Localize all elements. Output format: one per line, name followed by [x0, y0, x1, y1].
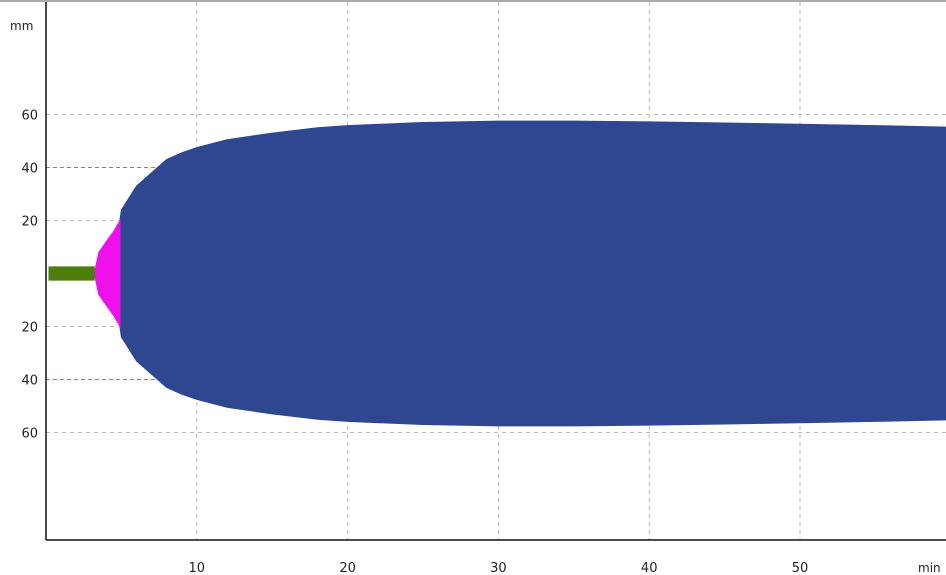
y-tick-label-upper-60: 60 [21, 109, 38, 124]
y-axis-unit-label: mm [10, 19, 33, 33]
y-tick-label-upper-20: 20 [21, 215, 38, 230]
y-tick-label-lower-40: 40 [21, 374, 38, 389]
x-axis-unit-label: min [918, 561, 941, 575]
y-tick-label-lower-60: 60 [21, 427, 38, 442]
axis-layer [0, 0, 946, 541]
x-tick-label-30: 30 [490, 561, 507, 575]
series-stem-area [48, 266, 95, 281]
series-layer [48, 120, 946, 427]
x-tick-label-40: 40 [641, 561, 658, 575]
tick-labels-layer: 10 20 30 40 50 60 40 20 20 40 60 [21, 109, 808, 575]
x-tick-label-50: 50 [792, 561, 809, 575]
series-tip-area [93, 218, 121, 329]
y-tick-label-lower-20: 20 [21, 321, 38, 336]
y-tick-label-upper-40: 40 [21, 162, 38, 177]
x-tick-label-20: 20 [339, 561, 356, 575]
x-tick-label-10: 10 [189, 561, 206, 575]
series-main-body-area [119, 120, 946, 427]
